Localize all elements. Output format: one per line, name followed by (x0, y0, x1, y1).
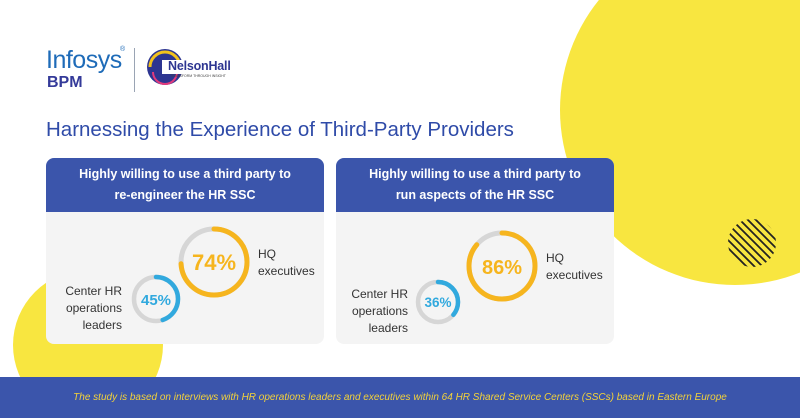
hq-percentage: 74% (192, 250, 236, 275)
center-label-line-1: Center HR (351, 287, 408, 301)
registered-mark: ® (120, 46, 126, 53)
hq-label-line-1: HQ (546, 251, 564, 265)
center-percentage: 36% (424, 295, 451, 310)
center-percentage: 45% (141, 292, 171, 309)
hq-label-line-1: HQ (258, 247, 276, 261)
footer-note: The study is based on interviews with HR… (73, 392, 727, 403)
center-label-line-3: leaders (368, 321, 408, 335)
card-run-aspects: Highly willing to use a third party to r… (336, 158, 614, 344)
center-label-line-3: leaders (82, 318, 122, 332)
hq-ring-arc (178, 226, 250, 298)
hq-label: HQ executives (258, 246, 315, 280)
nelsonhall-logo: NelsonHall (168, 59, 231, 73)
hq-label-line-2: executives (258, 264, 315, 278)
hq-percentage: 86% (482, 257, 522, 279)
hq-ring-arc (466, 230, 538, 302)
center-label-line-1: Center HR (65, 284, 122, 298)
card-header-line-2: re-engineer the HR SSC (114, 188, 256, 202)
center-label-line-2: operations (65, 301, 122, 315)
card-header: Highly willing to use a third party to r… (336, 158, 614, 212)
center-ring-arc (415, 279, 461, 325)
infosys-logo: Infosys (46, 46, 122, 74)
hq-label: HQ executives (546, 250, 603, 284)
card-header-line-2: run aspects of the HR SSC (395, 188, 555, 202)
logo-area: Infosys ® BPM NelsonHall TRANSFORM THROU… (46, 46, 266, 98)
center-label: Center HR operations leaders (344, 286, 408, 337)
bpm-label: BPM (47, 74, 83, 91)
hq-label-line-2: executives (546, 268, 603, 282)
card-reengineer: Highly willing to use a third party to r… (46, 158, 324, 344)
nelsonhall-tagline: TRANSFORM THROUGH INSIGHT (170, 74, 226, 78)
card-header-line-1: Highly willing to use a third party to (79, 167, 291, 181)
yellow-circle-top-right (560, 0, 800, 285)
center-label: Center HR operations leaders (56, 283, 122, 334)
page-title: Harnessing the Experience of Third-Party… (46, 118, 514, 141)
ring-charts: 74% 45% (131, 226, 250, 324)
nelsonhall-logo-mark (147, 49, 192, 85)
hatched-circle (728, 219, 776, 267)
card-header: Highly willing to use a third party to r… (46, 158, 324, 212)
logo-divider (134, 48, 135, 92)
center-label-line-2: operations (351, 304, 408, 318)
ring-charts: 86% 36% (415, 230, 538, 325)
footer-bar: The study is based on interviews with HR… (0, 377, 800, 418)
card-header-line-1: Highly willing to use a third party to (369, 167, 581, 181)
center-ring-arc (131, 274, 181, 324)
